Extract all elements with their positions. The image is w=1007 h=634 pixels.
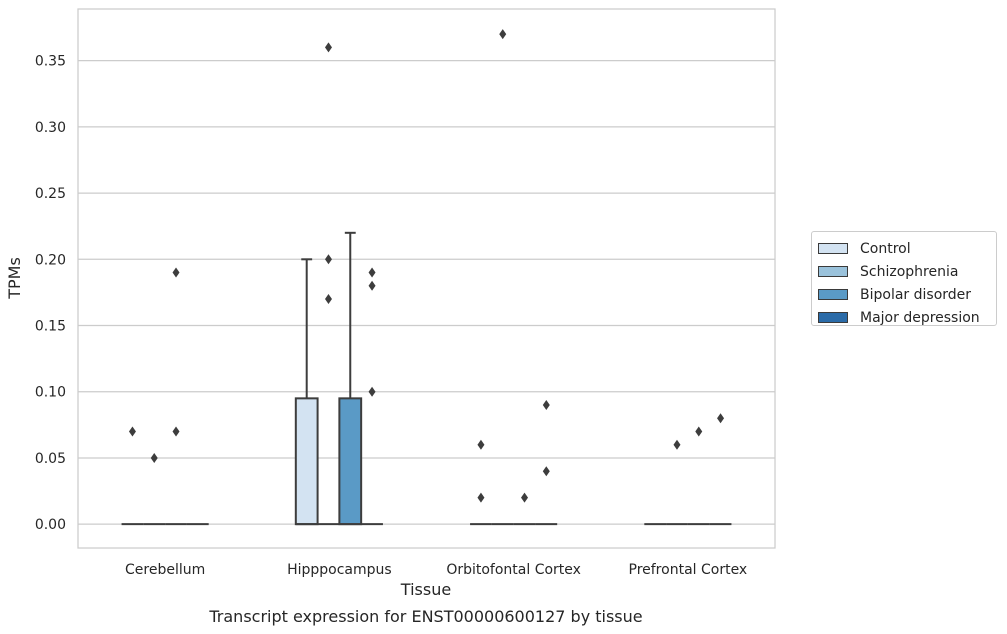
legend: Control Schizophrenia Bipolar disorder Majo… bbox=[811, 231, 997, 326]
y-tick-labels: 0.00 0.05 0.10 0.15 0.20 0.25 0.30 0.35 bbox=[35, 54, 66, 534]
outlier-point bbox=[368, 267, 376, 278]
box bbox=[294, 397, 319, 526]
outlier-point bbox=[717, 413, 725, 424]
legend-item: Schizophrenia bbox=[818, 260, 990, 283]
legend-label: Bipolar disorder bbox=[860, 286, 972, 303]
outlier-point bbox=[542, 399, 550, 410]
y-tick-label: 0.20 bbox=[35, 252, 66, 268]
outlier-point bbox=[477, 492, 485, 503]
legend-swatch bbox=[818, 266, 848, 277]
outlier-point bbox=[172, 267, 180, 278]
outlier-point bbox=[324, 294, 332, 305]
x-tick-label: Hipppocampus bbox=[287, 562, 392, 578]
y-tick-label: 0.30 bbox=[35, 120, 66, 136]
outlier-point bbox=[368, 280, 376, 291]
outlier-point bbox=[695, 426, 703, 437]
outlier-point bbox=[172, 426, 180, 437]
y-tick-label: 0.25 bbox=[35, 186, 66, 202]
outlier-point bbox=[324, 42, 332, 53]
chart-title: Transcript expression for ENST0000060012… bbox=[208, 607, 642, 626]
box bbox=[338, 397, 363, 526]
outlier-point bbox=[673, 439, 681, 450]
outlier-point bbox=[128, 426, 136, 437]
legend-item: Bipolar disorder bbox=[818, 283, 990, 306]
x-tick-label: Prefrontal Cortex bbox=[629, 562, 748, 578]
legend-label: Control bbox=[860, 240, 911, 257]
y-tick-label: 0.10 bbox=[35, 385, 66, 401]
outlier-point bbox=[150, 452, 158, 463]
outlier-point bbox=[521, 492, 529, 503]
outlier-point bbox=[368, 386, 376, 397]
legend-label: Schizophrenia bbox=[860, 263, 959, 280]
x-tick-labels: Cerebellum Hipppocampus Orbitofontal Corte… bbox=[125, 562, 747, 578]
outlier-point bbox=[324, 254, 332, 265]
box-elements bbox=[121, 29, 732, 526]
outlier-point bbox=[499, 29, 507, 40]
y-tick-label: 0.05 bbox=[35, 451, 66, 467]
y-tick-label: 0.00 bbox=[35, 517, 66, 533]
legend-swatch bbox=[818, 289, 848, 300]
y-tick-label: 0.15 bbox=[35, 319, 66, 335]
legend-item: Control bbox=[818, 237, 990, 260]
plot-frame bbox=[77, 8, 776, 549]
x-axis-label: Tissue bbox=[400, 580, 451, 599]
plot-area bbox=[78, 9, 775, 548]
y-tick-label: 0.35 bbox=[35, 54, 66, 70]
legend-swatch bbox=[818, 243, 848, 254]
x-tick-label: Cerebellum bbox=[125, 562, 205, 578]
x-tick-label: Orbitofontal Cortex bbox=[446, 562, 581, 578]
legend-swatch bbox=[818, 312, 848, 323]
y-axis-label: TPMs bbox=[5, 257, 24, 300]
legend-item: Major depression bbox=[818, 306, 990, 329]
outlier-point bbox=[477, 439, 485, 450]
outlier-point bbox=[542, 466, 550, 477]
legend-label: Major depression bbox=[860, 309, 980, 326]
